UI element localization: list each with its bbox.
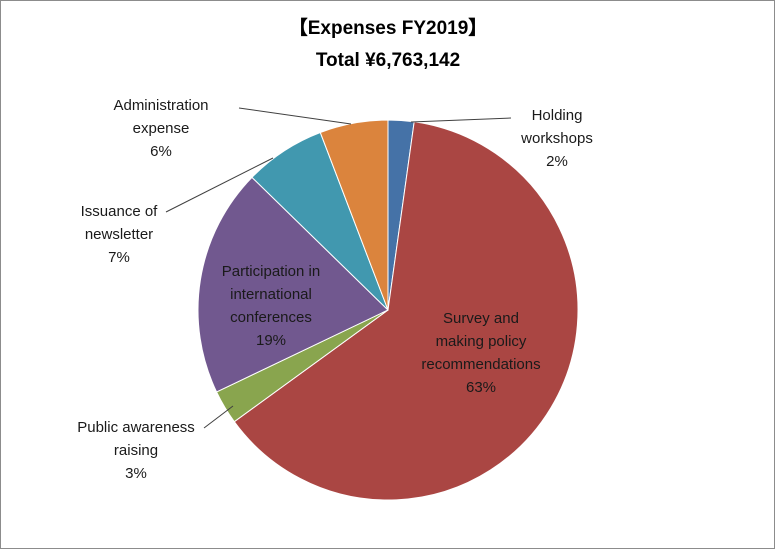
pie-slices [197, 119, 579, 501]
slice-label-line: Holding [532, 107, 583, 124]
chart-subtitle: Total ¥6,763,142 [316, 50, 460, 71]
slice-label-line: raising [114, 442, 158, 459]
pie-slice-1 [233, 121, 579, 501]
slice-label-line: expense [133, 120, 190, 137]
slice-labels: Holding workshops 2% Survey and making polic… [77, 97, 593, 482]
slice-label-line: workshops [520, 130, 593, 147]
slice-label-4: Issuance of newsletter 7% [81, 203, 159, 266]
slice-label-0: Holding workshops 2% [520, 107, 593, 170]
chart-title: 【Expenses FY2019】 [289, 16, 488, 39]
slice-percent-0: 2% [546, 153, 568, 170]
pie-slice-3 [197, 176, 389, 393]
slice-percent-1: 63% [466, 379, 496, 396]
pie-slice-5 [319, 119, 389, 311]
slice-label-1: Survey and making policy recommendations 63… [421, 310, 540, 396]
slice-label-line: Administration [113, 97, 208, 114]
leader-line-5 [238, 107, 352, 125]
slice-label-5: Administration expense 6% [113, 97, 208, 160]
slice-percent-2: 3% [125, 465, 147, 482]
slice-percent-3: 19% [256, 332, 286, 349]
slice-label-3: Participation in international conferences… [222, 263, 320, 349]
slice-label-line: making policy [436, 333, 527, 350]
slice-label-line: conferences [230, 309, 312, 326]
leader-line-2 [203, 405, 234, 429]
slice-label-line: Public awareness [77, 419, 195, 436]
slice-label-line: newsletter [85, 226, 153, 243]
slice-percent-5: 6% [150, 143, 172, 160]
slice-label-line: recommendations [421, 356, 540, 373]
leader-lines [165, 107, 512, 429]
slice-label-line: Issuance of [81, 203, 159, 220]
slice-label-2: Public awareness raising 3% [77, 419, 195, 482]
slice-label-line: international [230, 286, 312, 303]
leader-line-4 [165, 157, 274, 213]
slice-label-line: Survey and [443, 310, 519, 327]
slice-percent-4: 7% [108, 249, 130, 266]
leader-line-0 [410, 117, 512, 123]
slice-label-line: Participation in [222, 263, 320, 280]
